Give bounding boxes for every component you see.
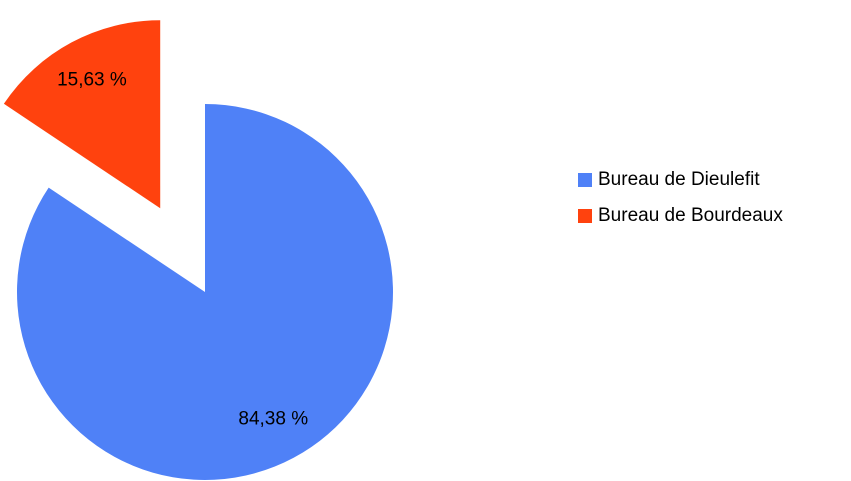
- data-label: 84,38 %: [238, 409, 308, 430]
- legend-swatch: [578, 173, 592, 187]
- legend-swatch: [578, 209, 592, 223]
- data-label: 15,63 %: [57, 70, 127, 91]
- pie-slice: [3, 20, 161, 209]
- legend-label: Bureau de Bourdeaux: [598, 205, 783, 226]
- pie-slice: [16, 104, 393, 481]
- legend-label: Bureau de Dieulefit: [598, 169, 760, 190]
